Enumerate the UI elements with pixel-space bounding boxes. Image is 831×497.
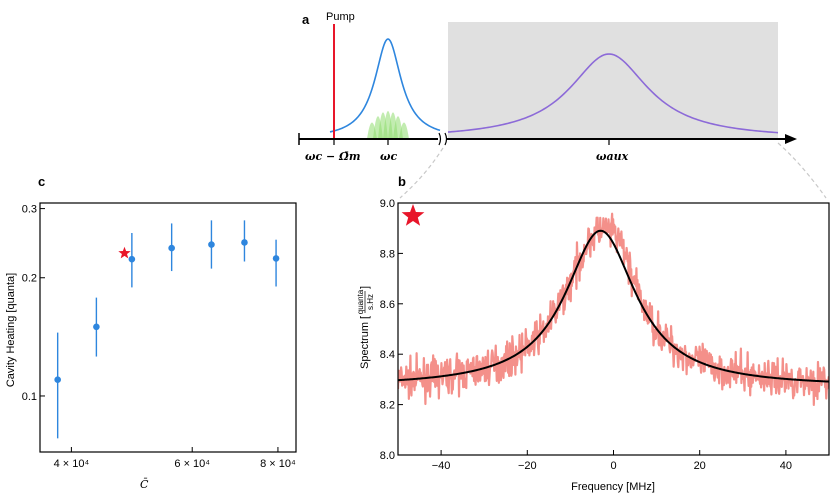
sideband-peak-6 [399,122,409,139]
y-axis-label-b-text: Spectrum [359,322,371,369]
data-point-2 [128,255,136,263]
x-tick-label-b-4: 40 [780,460,792,472]
motional-sidebands [367,111,409,139]
x-axis-label-c: C̄ [140,478,149,491]
panel-c-letter: c [38,174,45,189]
data-point-4 [208,241,215,248]
y-tick-label-b-1: 8.2 [380,400,395,412]
data-point-6 [272,255,280,262]
y-tick-label-c-1: 0.2 [22,273,37,285]
heating-points [54,220,280,439]
x-tick-label-b-3: 20 [694,460,706,472]
data-point-3 [168,244,175,252]
label-omega-c: ωc [380,150,397,163]
zoom-connector-right [777,142,827,199]
y-axis-label-b-bracket-close: ] [359,286,371,289]
data-point-0 [54,376,61,384]
axis-arrow-icon [785,134,797,144]
panel-a: a Pump ωc − Ω̄m ωc ωaux [298,11,827,199]
y-axis-label-b-unit-num: quanta [356,289,365,314]
y-axis-label-b-bracket-open: [ [359,316,371,319]
plot-frame-b [397,202,830,456]
y-tick-label-c-2: 0.3 [22,204,37,216]
y-tick-label-b-5: 9.0 [380,198,395,210]
panel-b-letter: b [398,174,406,189]
x-tick-label-b-0: −40 [432,460,451,472]
panel-b: b 8.0 8.2 8.4 8.6 8.8 9.0 −40 −20 0 20 40 Frequenc… [356,174,830,493]
label-omega-aux: ωaux [596,150,629,163]
data-point-5 [241,239,248,246]
lorentzian-fit-curve [398,229,829,383]
y-tick-label-c-0: 0.1 [22,391,37,403]
x-tick-label-c-1: 6 × 10⁴ [174,458,210,470]
y-tick-label-b-3: 8.6 [380,299,395,311]
panel-c: c 0.1 0.2 0.3 4 × 10⁴ 6 × 10⁴ 8 × 10⁴ Cavity … [5,174,297,491]
label-omega-c-minus-omega-m: ωc − Ω̄m [305,150,360,163]
zoom-connector-left [399,147,444,199]
pump-label: Pump [326,11,355,23]
x-axis-label-b: Frequency [MHz] [571,481,655,493]
x-tick-label-b-2: 0 [610,460,616,472]
axis-ticks-c: 0.1 0.2 0.3 4 × 10⁴ 6 × 10⁴ 8 × 10⁴ [22,204,296,470]
aux-mode-curve [447,53,779,134]
aux-region-shade [448,22,778,139]
y-axis-label-c: Cavity Heating [quanta] [5,273,17,387]
x-tick-label-c-0: 4 × 10⁴ [54,458,90,470]
y-axis-label-b: Spectrum [ quanta s.Hz ] [356,286,375,369]
y-tick-label-b-4: 8.8 [380,248,395,260]
axis-break-gap [438,131,447,147]
panel-a-letter: a [302,12,310,27]
y-tick-label-b-2: 8.4 [380,349,395,361]
x-tick-label-b-1: −20 [518,460,537,472]
y-axis-label-b-unit-den: s.Hz [366,294,375,310]
axis-break-icon [438,132,448,146]
star-marker-icon [118,246,131,259]
star-icon [401,204,425,226]
y-tick-label-b-0: 8.0 [380,450,395,462]
cavity-mode-curve [329,38,441,133]
plot-frame-c [39,202,297,453]
axis-ticks-b: 8.0 8.2 8.4 8.6 8.8 9.0 −40 −20 0 20 40 [380,198,792,472]
data-point-1 [93,323,100,331]
x-tick-label-c-2: 8 × 10⁴ [260,458,296,470]
